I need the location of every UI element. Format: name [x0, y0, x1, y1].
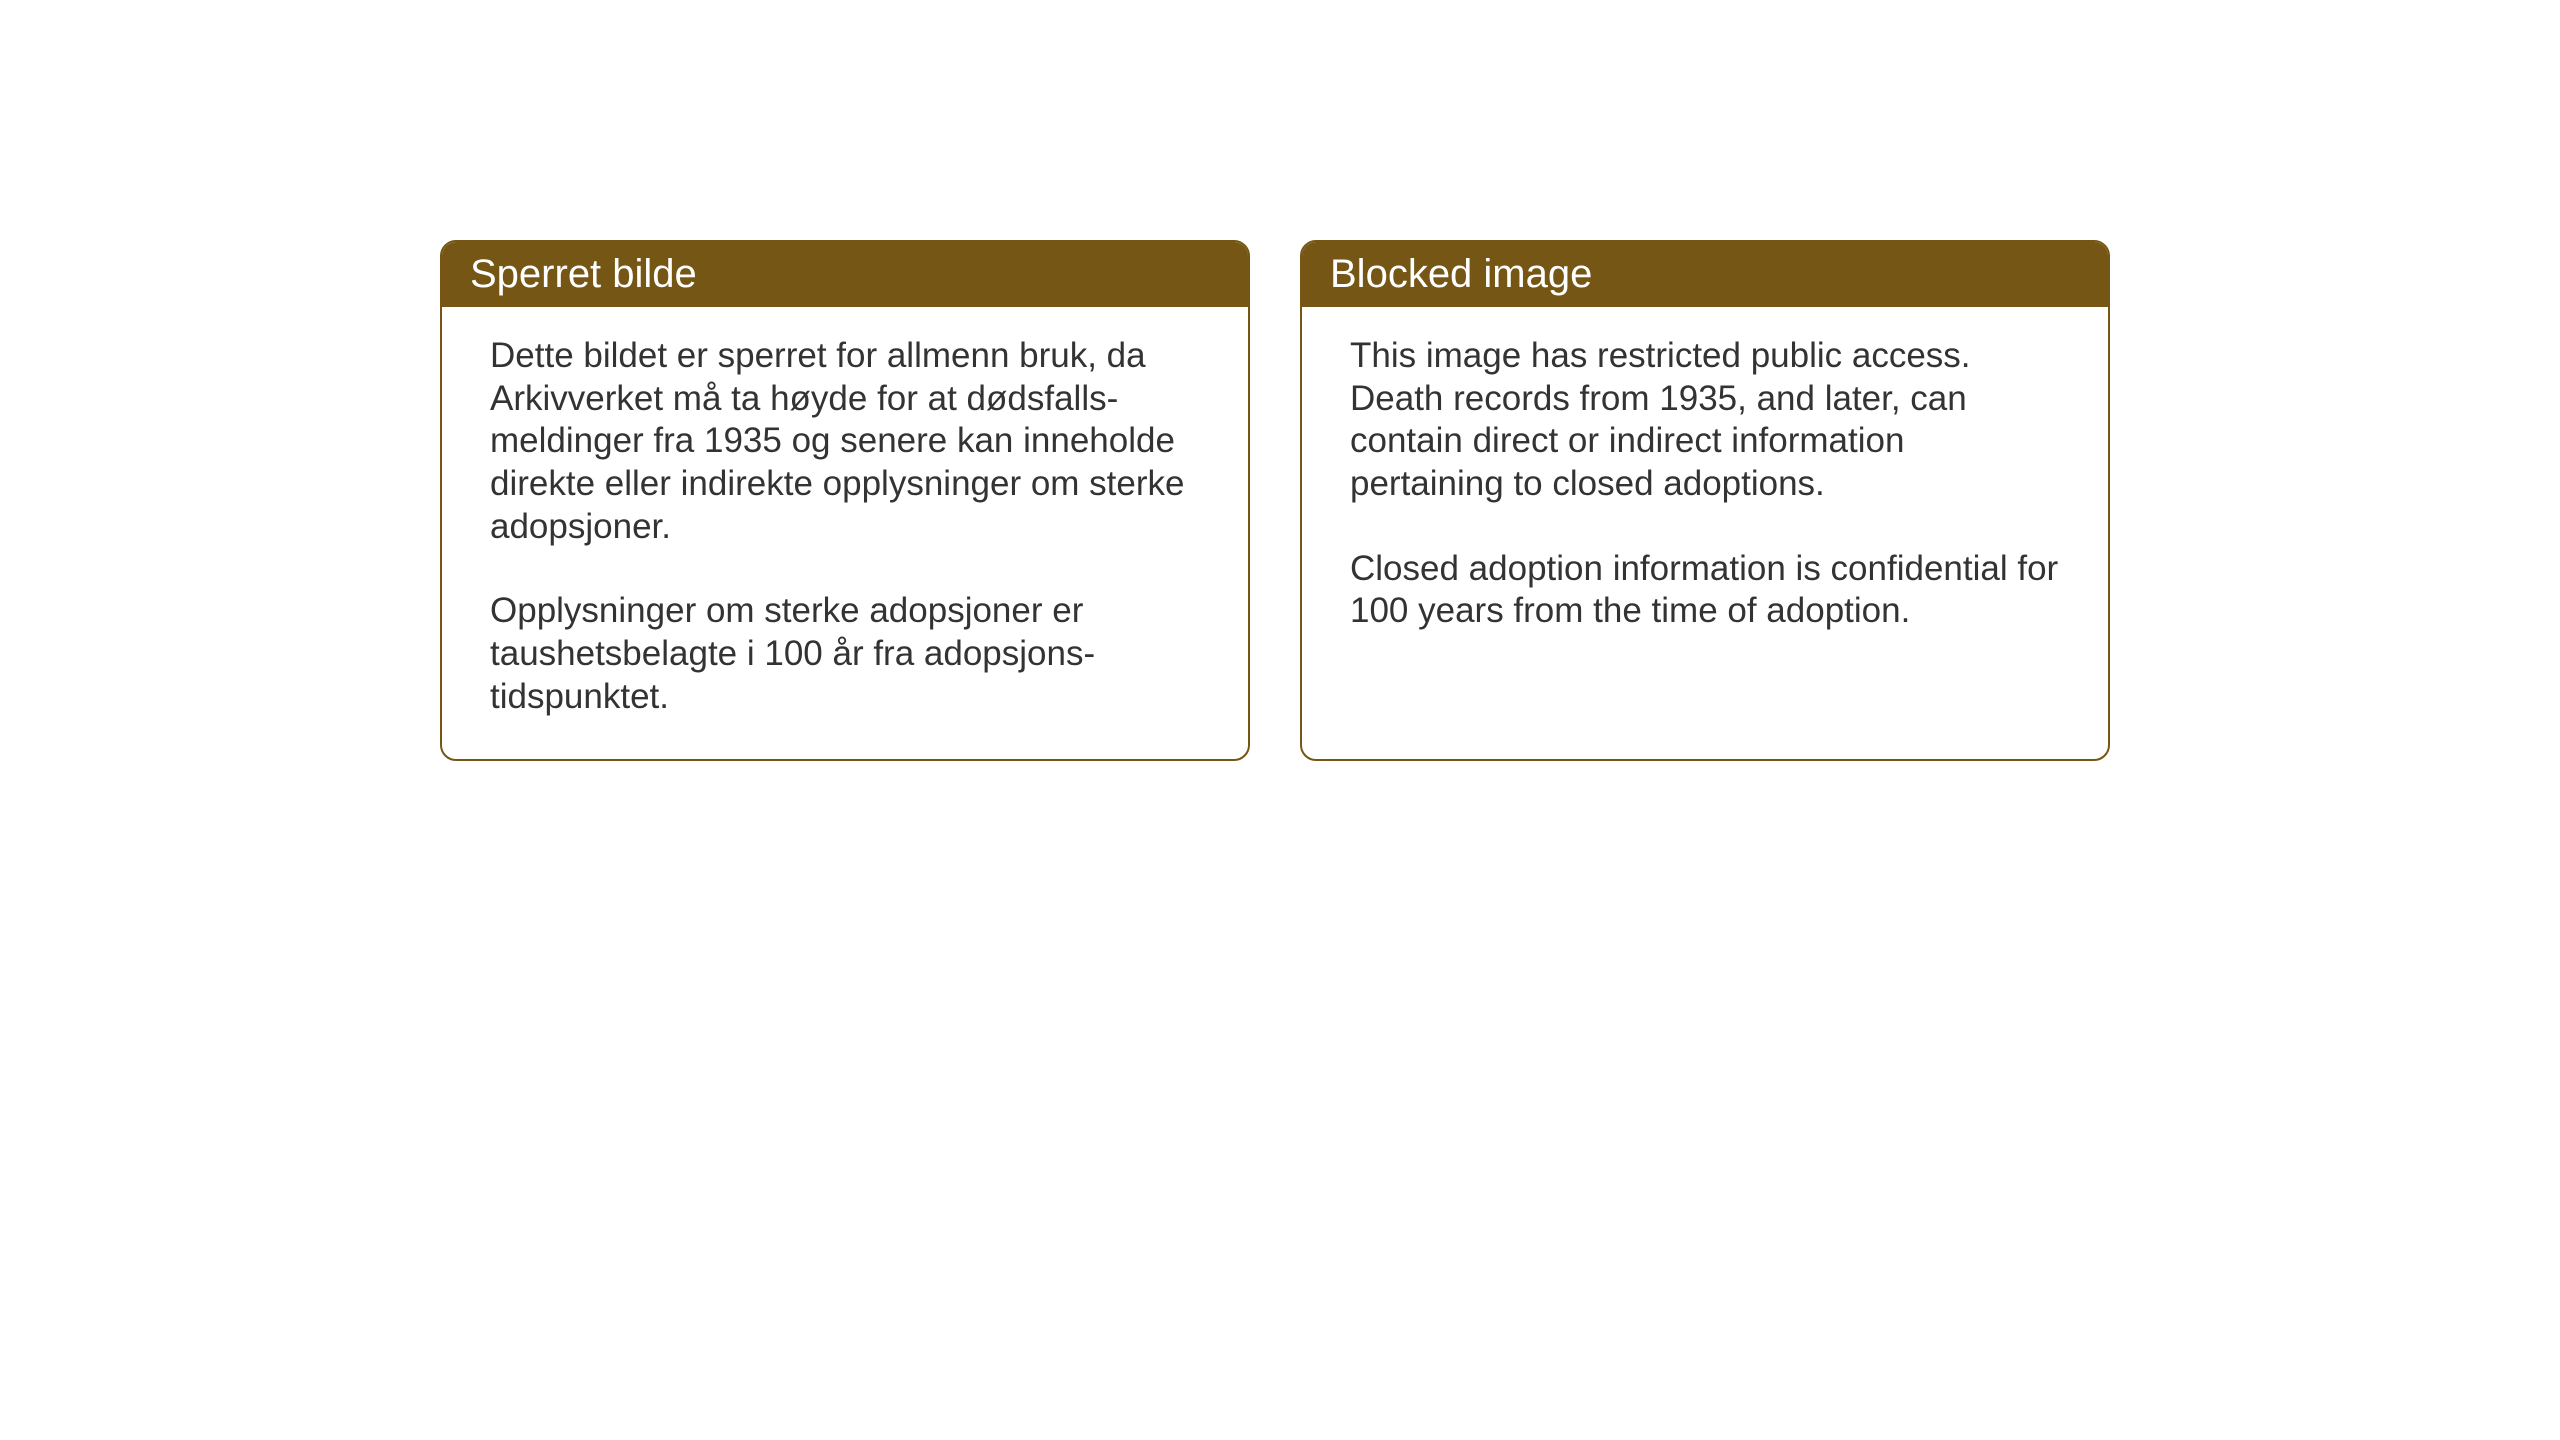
notice-paragraph2-english: Closed adoption information is confident…: [1350, 548, 2060, 633]
notice-header-english: Blocked image: [1302, 242, 2108, 307]
notice-box-english: Blocked image This image has restricted …: [1300, 240, 2110, 761]
notice-box-norwegian: Sperret bilde Dette bildet er sperret fo…: [440, 240, 1250, 761]
notice-body-english: This image has restricted public access.…: [1302, 307, 2108, 673]
notice-body-norwegian: Dette bildet er sperret for allmenn bruk…: [442, 307, 1248, 759]
notice-header-norwegian: Sperret bilde: [442, 242, 1248, 307]
notice-title-norwegian: Sperret bilde: [470, 252, 697, 296]
notice-paragraph2-norwegian: Opplysninger om sterke adopsjoner er tau…: [490, 590, 1200, 718]
notice-paragraph1-norwegian: Dette bildet er sperret for allmenn bruk…: [490, 335, 1200, 548]
notice-paragraph1-english: This image has restricted public access.…: [1350, 335, 2060, 506]
notice-container: Sperret bilde Dette bildet er sperret fo…: [440, 240, 2110, 761]
notice-title-english: Blocked image: [1330, 252, 1592, 296]
